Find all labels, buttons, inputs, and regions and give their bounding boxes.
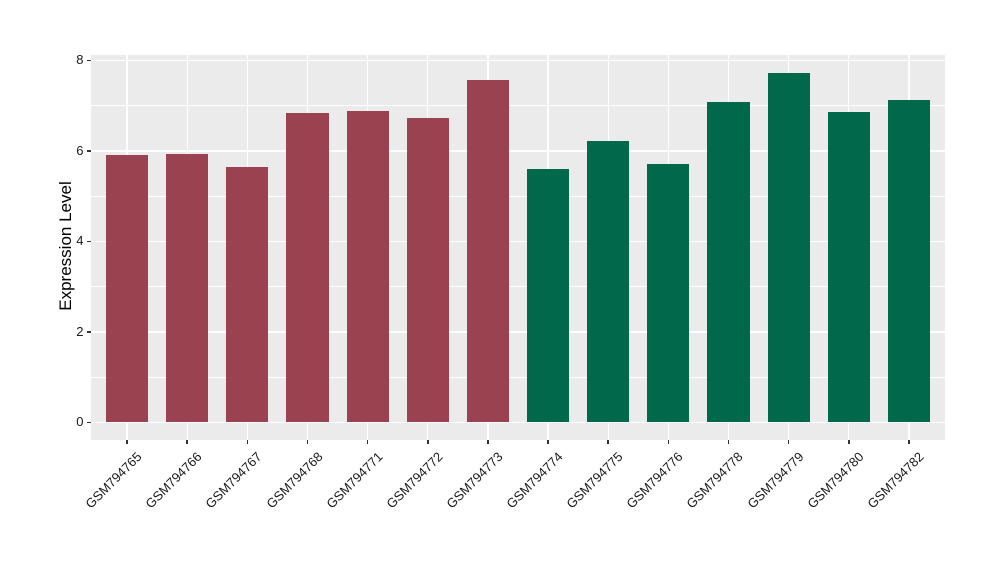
x-tick-mark — [306, 440, 309, 444]
bar-GSM794782 — [887, 100, 930, 423]
y-tick-mark — [86, 150, 91, 152]
y-tick-label: 0 — [76, 414, 84, 430]
y-gridline-minor — [91, 105, 945, 107]
y-tick-label: 8 — [76, 52, 84, 68]
x-tick-mark — [667, 440, 670, 444]
x-tick-mark — [366, 440, 369, 444]
y-gridline-major — [91, 240, 945, 243]
y-tick-label: 6 — [76, 142, 84, 158]
bar-GSM794778 — [707, 102, 750, 423]
bar-GSM794772 — [406, 117, 449, 423]
bar-GSM794765 — [106, 155, 149, 423]
bar-GSM794775 — [587, 141, 630, 423]
y-gridline-minor — [91, 286, 945, 288]
x-tick-mark — [427, 440, 429, 444]
x-tick-mark — [246, 440, 249, 444]
y-tick-mark — [86, 331, 91, 333]
bar-GSM794766 — [166, 154, 209, 423]
x-tick-mark — [186, 440, 188, 444]
bar-GSM794779 — [767, 73, 810, 423]
bar-GSM794767 — [226, 166, 269, 423]
y-tick-mark — [86, 421, 91, 424]
y-gridline-minor — [91, 376, 945, 378]
bar-GSM794773 — [466, 79, 509, 423]
x-tick-mark — [126, 440, 128, 444]
bar-GSM794780 — [827, 112, 870, 423]
bar-GSM794774 — [527, 169, 570, 423]
y-tick-mark — [86, 59, 91, 62]
x-tick-mark — [547, 440, 549, 444]
bar-GSM794768 — [286, 112, 329, 423]
bar-GSM794771 — [346, 110, 389, 423]
y-tick-label: 2 — [76, 323, 84, 339]
y-tick-label: 4 — [76, 233, 84, 249]
x-tick-mark — [727, 440, 730, 444]
y-tick-mark — [86, 240, 91, 243]
bar-GSM794776 — [647, 164, 690, 423]
y-gridline-major — [91, 331, 945, 333]
y-gridline-minor — [91, 195, 945, 197]
y-gridline-major — [91, 59, 945, 62]
x-tick-mark — [848, 440, 850, 444]
y-gridline-major — [91, 421, 945, 424]
x-tick-mark — [487, 440, 489, 444]
x-tick-mark — [607, 440, 609, 444]
plot-area — [91, 55, 945, 440]
x-tick-label-GSM794765: GSM794765 — [82, 449, 145, 512]
x-tick-mark — [787, 440, 790, 444]
x-tick-mark — [908, 440, 910, 444]
y-gridline-major — [91, 150, 945, 152]
